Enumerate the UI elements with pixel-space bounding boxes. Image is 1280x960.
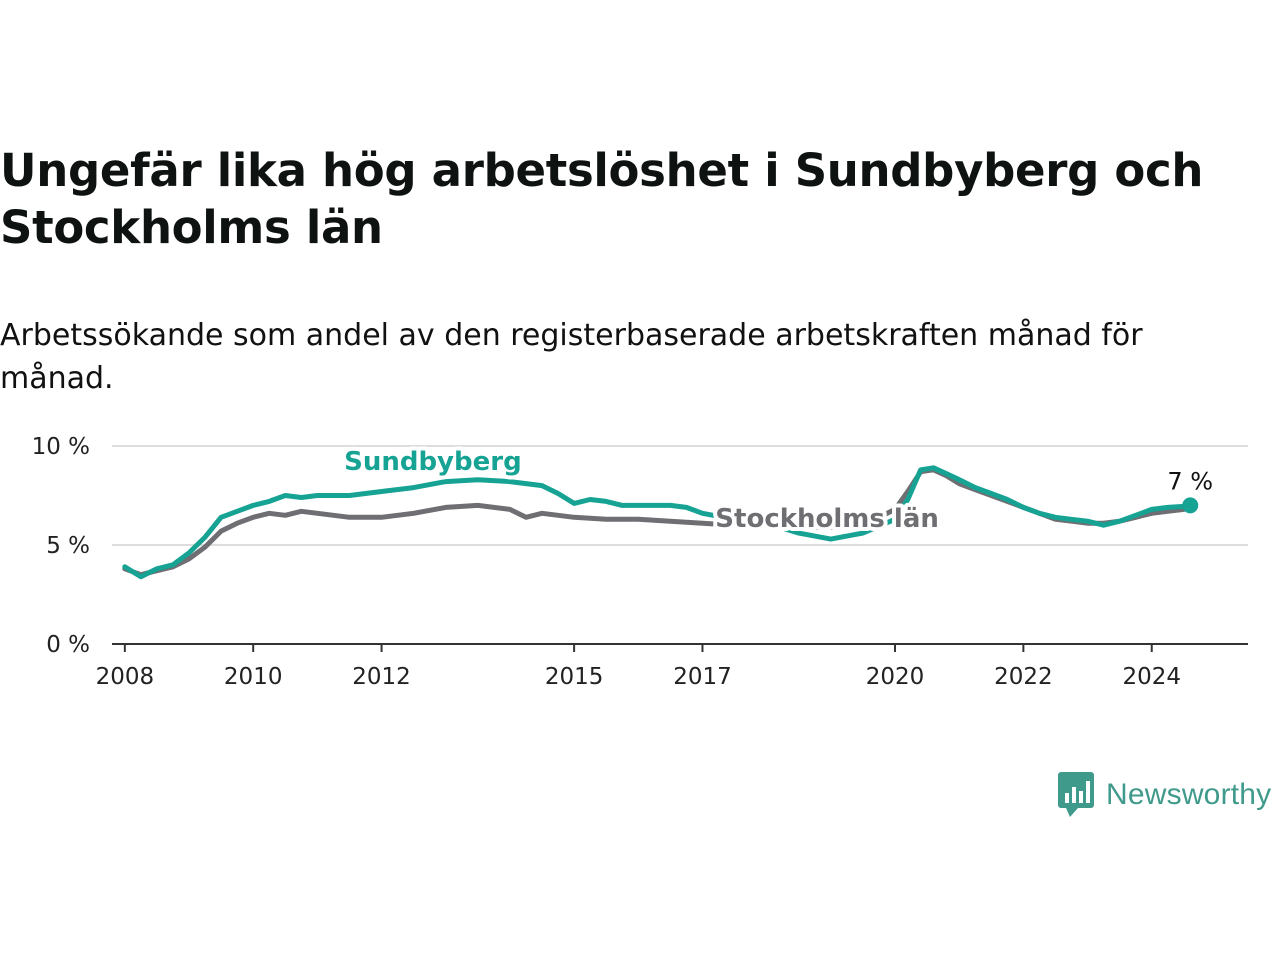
series-label-halo: Stockholms län [715,504,939,534]
y-tick-label: 5 % [46,533,90,559]
series-line-stockholms-l-n [122,467,1193,578]
line-chart: 0 % 5 % 10 % 2008 2010 2012 2015 2017 2020 2022 20… [32,434,1248,690]
x-tick-label: 2008 [96,664,155,690]
newsworthy-logo: Newsworthy [1058,772,1271,818]
x-tick-label: 2010 [224,664,283,690]
y-tick-label: 10 % [32,434,90,460]
x-tick-label: 2015 [545,664,604,690]
x-tick-label: 2022 [994,664,1053,690]
newsworthy-logo-icon [1058,772,1094,817]
chart-subtitle: Arbetssökande som andel av den registerb… [0,318,1143,396]
end-value-label: 7 % [1167,467,1213,495]
chart-title: Ungefär lika hög arbetslöshet i Sundbybe… [0,144,1204,254]
y-tick-label: 0 % [46,632,90,658]
x-tick-label: 2017 [673,664,732,690]
series-label: Sundbyberg [344,447,522,477]
series-label: Stockholms län [715,504,939,534]
end-point-marker [1182,497,1199,514]
series-line-sundbyberg [122,465,1193,580]
newsworthy-brand-text: Newsworthy [1106,778,1272,811]
x-tick-label: 2020 [866,664,925,690]
series-label-halo: Sundbyberg [344,447,522,477]
x-tick-label: 2024 [1122,664,1181,690]
x-tick-label: 2012 [352,664,411,690]
